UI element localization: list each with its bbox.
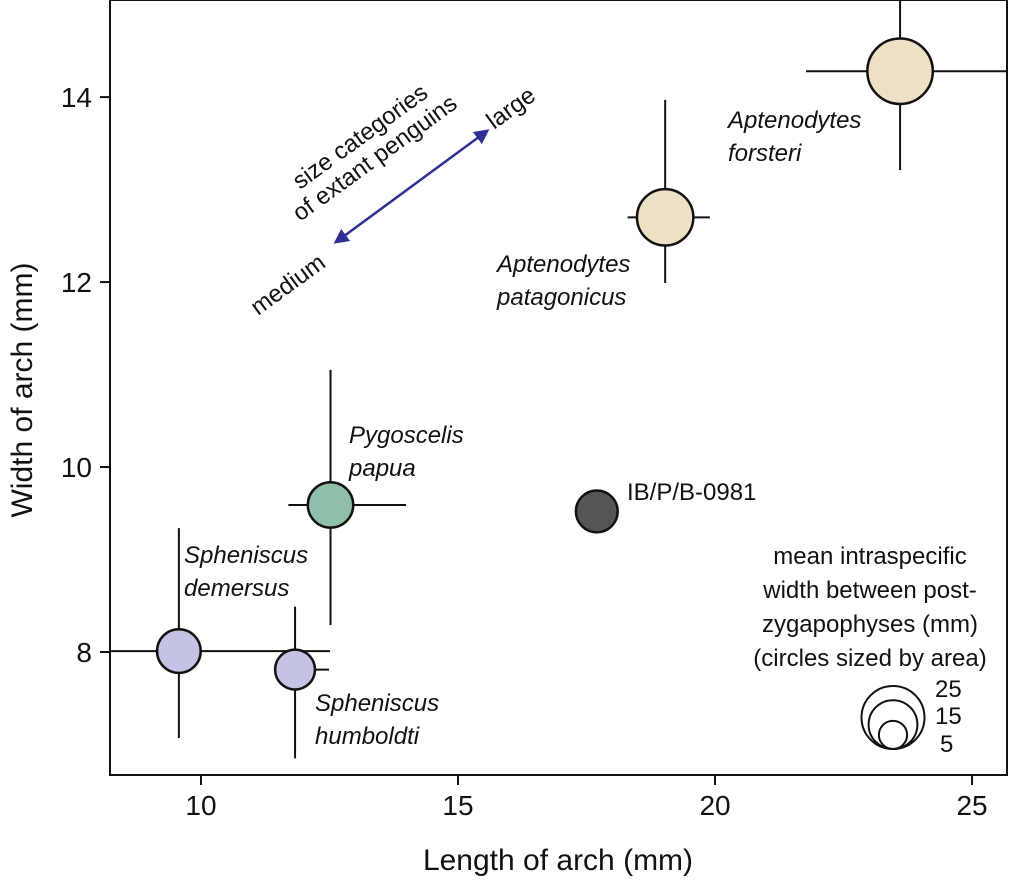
label-ib-specimen: IB/P/B-0981 bbox=[627, 479, 756, 506]
y-tick-label: 14 bbox=[61, 82, 92, 113]
label-patagonicus-1: Aptenodytes bbox=[495, 251, 630, 278]
legend-label-25: 25 bbox=[935, 676, 962, 703]
label-patagonicus-2: patagonicus bbox=[496, 284, 626, 311]
x-tick-label: 15 bbox=[442, 790, 473, 821]
x-tick-label: 20 bbox=[699, 790, 730, 821]
label-humboldti-2: humboldti bbox=[315, 723, 420, 750]
data-point bbox=[273, 606, 329, 759]
label-demersus-2: demersus bbox=[184, 575, 289, 602]
x-tick-label: 10 bbox=[185, 790, 216, 821]
size-legend: mean intraspecific width between post- z… bbox=[753, 543, 986, 758]
legend-size-circle bbox=[877, 719, 909, 751]
label-forsteri-2: forsteri bbox=[728, 140, 802, 167]
label-papua-2: papua bbox=[348, 455, 416, 482]
label-humboldti-1: Spheniscus bbox=[315, 690, 439, 717]
y-tick-label: 12 bbox=[61, 267, 92, 298]
x-tick-label: 25 bbox=[956, 790, 987, 821]
y-tick-label: 10 bbox=[61, 452, 92, 483]
size-arrow bbox=[333, 129, 490, 244]
legend-label-15: 15 bbox=[935, 703, 962, 730]
legend-size-circle bbox=[860, 685, 926, 750]
label-demersus-1: Spheniscus bbox=[184, 542, 308, 569]
annotation-medium: medium bbox=[246, 249, 331, 321]
data-point bbox=[288, 369, 407, 626]
point-marker bbox=[273, 648, 317, 691]
label-forsteri-1: Aptenodytes bbox=[726, 107, 861, 134]
point-marker bbox=[866, 37, 935, 106]
data-point bbox=[806, 0, 1007, 171]
legend-size-circle bbox=[867, 699, 919, 751]
point-marker bbox=[306, 480, 355, 529]
y-axis-title: Width of arch (mm) bbox=[6, 262, 39, 517]
point-marker bbox=[574, 489, 619, 534]
x-axis-title: Length of arch (mm) bbox=[423, 844, 693, 877]
legend-title-3: zygapophyses (mm) bbox=[762, 611, 978, 638]
point-marker bbox=[155, 628, 202, 675]
plot-frame bbox=[109, 0, 1008, 776]
label-papua-1: Pygoscelis bbox=[349, 422, 464, 449]
data-point bbox=[627, 99, 710, 283]
legend-title-4: (circles sized by area) bbox=[753, 645, 986, 672]
data-point bbox=[110, 528, 331, 739]
legend-title-1: mean intraspecific bbox=[773, 543, 966, 570]
point-marker bbox=[635, 187, 695, 247]
data-point bbox=[574, 489, 619, 534]
legend-label-5: 5 bbox=[940, 731, 953, 758]
legend-title-2: width between post- bbox=[762, 577, 976, 604]
y-tick-label: 8 bbox=[76, 637, 92, 668]
annotation-large: large bbox=[482, 82, 541, 135]
